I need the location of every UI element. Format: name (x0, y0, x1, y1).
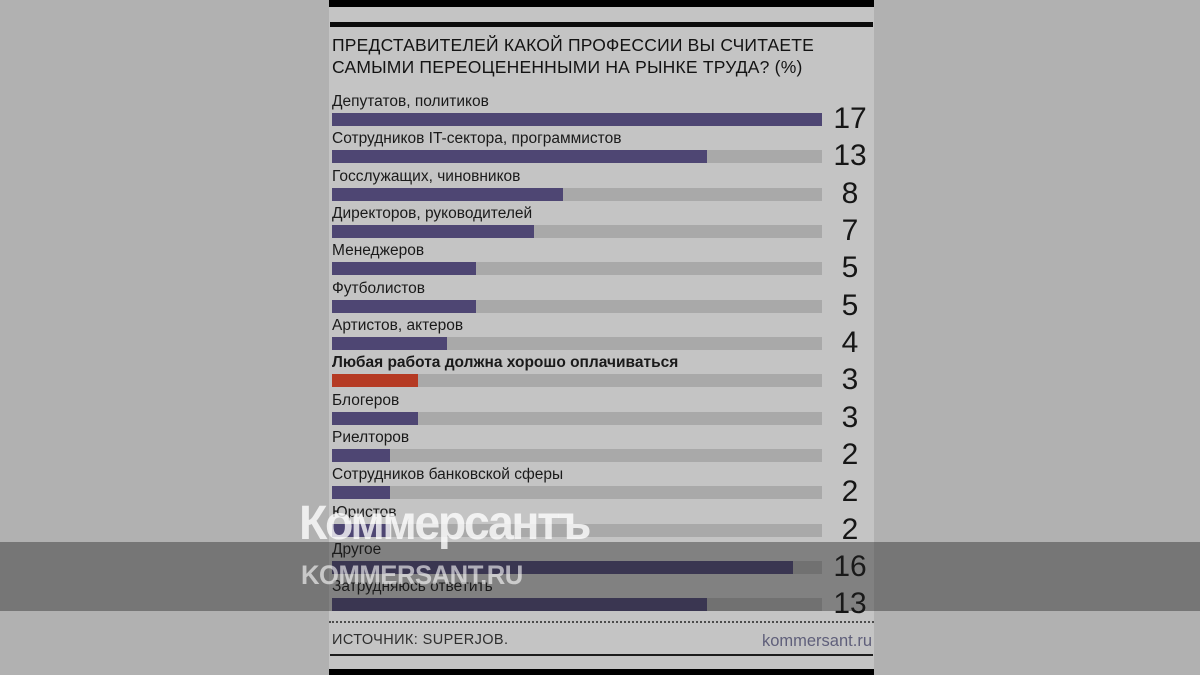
watermark-band (0, 542, 1200, 611)
bar-value: 4 (841, 326, 859, 360)
footer-row: ИСТОЧНИК: SUPERJOB. kommersant.ru (332, 632, 872, 651)
bar-track (332, 598, 822, 612)
bar-fill (332, 113, 822, 126)
bar-label: Блогеров (332, 391, 400, 409)
bar-label: Госслужащих, чиновников (332, 167, 521, 185)
bar-value: 2 (841, 512, 859, 546)
bar-fill (332, 411, 419, 425)
bar-label: Депутатов, политиков (332, 93, 489, 110)
bar-label: Юристов (332, 503, 397, 521)
bar-track (332, 449, 822, 463)
bar-fill (332, 337, 448, 351)
bar-label: Менеджеров (332, 242, 425, 260)
bar-value: 3 (841, 363, 859, 397)
bar-row: Сотрудников IT-сектора, программистов 13 (332, 129, 874, 171)
bar-label: Футболистов (332, 279, 426, 297)
bar-fill (332, 374, 419, 388)
bar-value: 5 (841, 251, 859, 285)
site-label: kommersant.ru (761, 632, 872, 650)
bar-fill (332, 225, 534, 239)
bar-fill (332, 262, 477, 276)
bar-track (332, 411, 822, 425)
bar-row: Футболистов 5 (332, 279, 874, 321)
bar-value: 2 (841, 438, 859, 472)
bar-track (332, 299, 822, 313)
bar-row: Директоров, руководителей 7 (332, 204, 874, 246)
chart-title-line2: САМЫМИ ПЕРЕОЦЕНЕННЫМИ НА РЫНКЕ ТРУДА? (%… (332, 56, 803, 77)
dotted-separator (329, 621, 874, 623)
bottom-black-bar (329, 669, 874, 675)
chart-title-line1: ПРЕДСТАВИТЕЛЕЙ КАКОЙ ПРОФЕССИИ ВЫ СЧИТАЕ… (332, 35, 815, 55)
bar-row: Депутатов, политиков 17 (332, 92, 874, 134)
bar-fill (332, 449, 390, 463)
bar-rows: Депутатов, политиков 17 Сотрудников IT-сек… (332, 92, 874, 619)
title-rule (330, 22, 873, 27)
bar-row: Госслужащих, чиновников 8 (332, 167, 874, 209)
bar-value: 16 (833, 550, 867, 584)
bar-label: Риелторов (332, 429, 410, 447)
bar-track (332, 150, 822, 164)
bar-label: Другое (332, 541, 382, 559)
bar-track (332, 486, 822, 500)
bar-fill (332, 523, 390, 537)
bar-track (332, 561, 822, 575)
bar-value: 8 (841, 176, 859, 210)
bar-track (332, 225, 822, 239)
bar-label: Сотрудников банковской сферы (332, 466, 564, 484)
bar-fill (332, 561, 794, 575)
bar-track (332, 113, 822, 126)
bar-value: 7 (841, 214, 859, 248)
bar-track (332, 374, 822, 388)
bar-value: 13 (833, 587, 867, 621)
bar-row: Артистов, актеров 4 (332, 316, 874, 358)
bar-label: Сотрудников IT-сектора, программистов (332, 130, 622, 148)
bar-value: 5 (841, 288, 859, 322)
bar-row: Сотрудников банковской сферы 2 (332, 465, 874, 507)
source-label: ИСТОЧНИК: SUPERJOB. (332, 632, 509, 648)
bar-row: Менеджеров 5 (332, 241, 874, 283)
bar-value: 17 (833, 102, 867, 135)
bar-row: Другое 16 (332, 540, 874, 582)
bar-track (332, 337, 822, 351)
bar-fill (332, 187, 563, 201)
kommersant-url-watermark: KOMMERSANT.RU (301, 560, 523, 590)
chart-panel: ПРЕДСТАВИТЕЛЕЙ КАКОЙ ПРОФЕССИИ ВЫ СЧИТАЕ… (329, 0, 874, 675)
bar-label: Затрудняюсь ответить (332, 578, 493, 596)
bar-label: Любая работа должна хорошо оплачиваться (332, 354, 679, 372)
bar-label: Директоров, руководителей (332, 205, 533, 223)
bar-row: Риелторов 2 (332, 428, 874, 470)
bar-track (332, 187, 822, 201)
footer-rule (330, 654, 873, 656)
kommersant-logo-watermark: Коммерсантъ (299, 497, 591, 550)
bar-fill (332, 299, 477, 313)
bar-value: 3 (841, 400, 859, 434)
bar-value: 13 (833, 139, 867, 173)
bar-track (332, 523, 822, 537)
bar-label: Артистов, актеров (332, 317, 464, 335)
bar-row: Затрудняюсь ответить 13 (332, 577, 874, 619)
bar-row: Любая работа должна хорошо оплачиваться 3 (332, 353, 874, 395)
bar-fill (332, 598, 707, 612)
bar-value: 2 (841, 475, 859, 509)
bar-fill (332, 486, 390, 500)
bar-row: Юристов 2 (332, 503, 874, 545)
bar-fill (332, 150, 707, 164)
bar-track (332, 262, 822, 276)
chart-title: ПРЕДСТАВИТЕЛЕЙ КАКОЙ ПРОФЕССИИ ВЫ СЧИТАЕ… (332, 35, 872, 78)
bar-row: Блогеров 3 (332, 391, 874, 433)
top-black-bar (329, 0, 874, 7)
